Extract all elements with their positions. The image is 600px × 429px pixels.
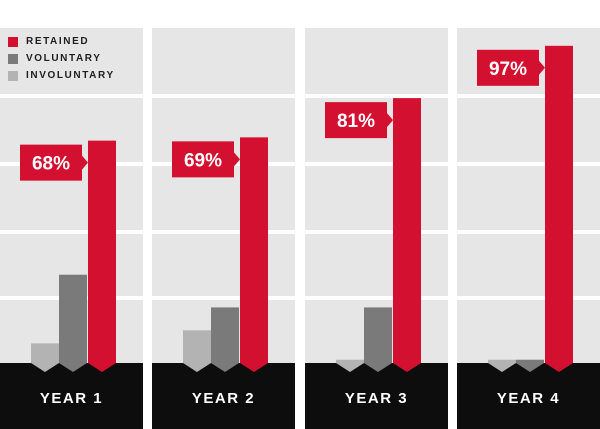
bar-involuntary-pointer [183, 363, 211, 372]
category-footer [457, 363, 600, 429]
bar-voluntary-pointer [59, 363, 87, 372]
bar-voluntary [364, 307, 392, 363]
category-label: YEAR 1 [40, 390, 103, 407]
bar-voluntary [211, 307, 239, 363]
bar-involuntary-pointer [336, 363, 364, 372]
legend-label-involuntary: INVOLUNTARY [26, 70, 115, 81]
gridline [0, 230, 143, 234]
bar-involuntary-pointer [31, 363, 59, 372]
data-label-box [477, 49, 539, 86]
gridline [457, 230, 600, 234]
legend-swatch-retained [8, 36, 18, 47]
bar-voluntary-pointer [211, 363, 239, 372]
bar-retained-pointer [88, 363, 116, 372]
data-label-box [20, 144, 82, 181]
data-label-pointer [82, 155, 88, 170]
gridline [0, 94, 143, 98]
bar-retained [240, 137, 268, 363]
category-label: YEAR 4 [497, 390, 560, 407]
gridline [305, 162, 448, 166]
data-label: 69% [184, 150, 222, 171]
bar-retained-pointer [240, 363, 268, 372]
category-footer [152, 363, 295, 429]
data-label: 97% [489, 59, 527, 80]
gridline [152, 230, 295, 234]
legend: RETAINED VOLUNTARY INVOLUNTARY [8, 33, 115, 84]
gridline [305, 230, 448, 234]
legend-swatch-involuntary [8, 70, 18, 81]
bar-voluntary [516, 359, 544, 363]
gridline [457, 162, 600, 166]
legend-swatch-voluntary [8, 53, 18, 64]
gridline [457, 296, 600, 300]
category-label: YEAR 3 [345, 390, 408, 407]
bar-involuntary-pointer [488, 363, 516, 372]
legend-item-involuntary: INVOLUNTARY [8, 67, 115, 84]
gridline [457, 94, 600, 98]
bar-retained [545, 45, 573, 364]
data-label: 68% [32, 154, 70, 175]
bar-involuntary [31, 343, 59, 363]
bar-involuntary [183, 330, 211, 363]
legend-label-retained: RETAINED [26, 36, 90, 47]
gridline [305, 94, 448, 98]
chart-panel [305, 28, 448, 363]
bar-retained-pointer [393, 363, 421, 372]
category-footer [0, 363, 143, 429]
bar-retained [393, 98, 421, 363]
category-label: YEAR 2 [192, 390, 255, 407]
data-label-pointer [234, 152, 240, 167]
data-label-box [172, 141, 234, 178]
bar-voluntary-pointer [516, 363, 544, 372]
bar-voluntary-pointer [364, 363, 392, 372]
gridline [152, 94, 295, 98]
bar-voluntary [59, 274, 87, 363]
legend-label-voluntary: VOLUNTARY [26, 53, 102, 64]
bar-involuntary [488, 359, 516, 363]
data-label-box [325, 102, 387, 139]
bar-involuntary [336, 359, 364, 363]
legend-item-voluntary: VOLUNTARY [8, 50, 115, 67]
category-footer [305, 363, 448, 429]
legend-item-retained: RETAINED [8, 33, 115, 50]
chart-panel [152, 28, 295, 363]
gridline [152, 296, 295, 300]
bar-retained [88, 140, 116, 363]
data-label-pointer [387, 113, 393, 128]
bar-retained-pointer [545, 363, 573, 372]
gridline [305, 296, 448, 300]
data-label: 81% [337, 111, 375, 132]
data-label-pointer [539, 60, 545, 75]
